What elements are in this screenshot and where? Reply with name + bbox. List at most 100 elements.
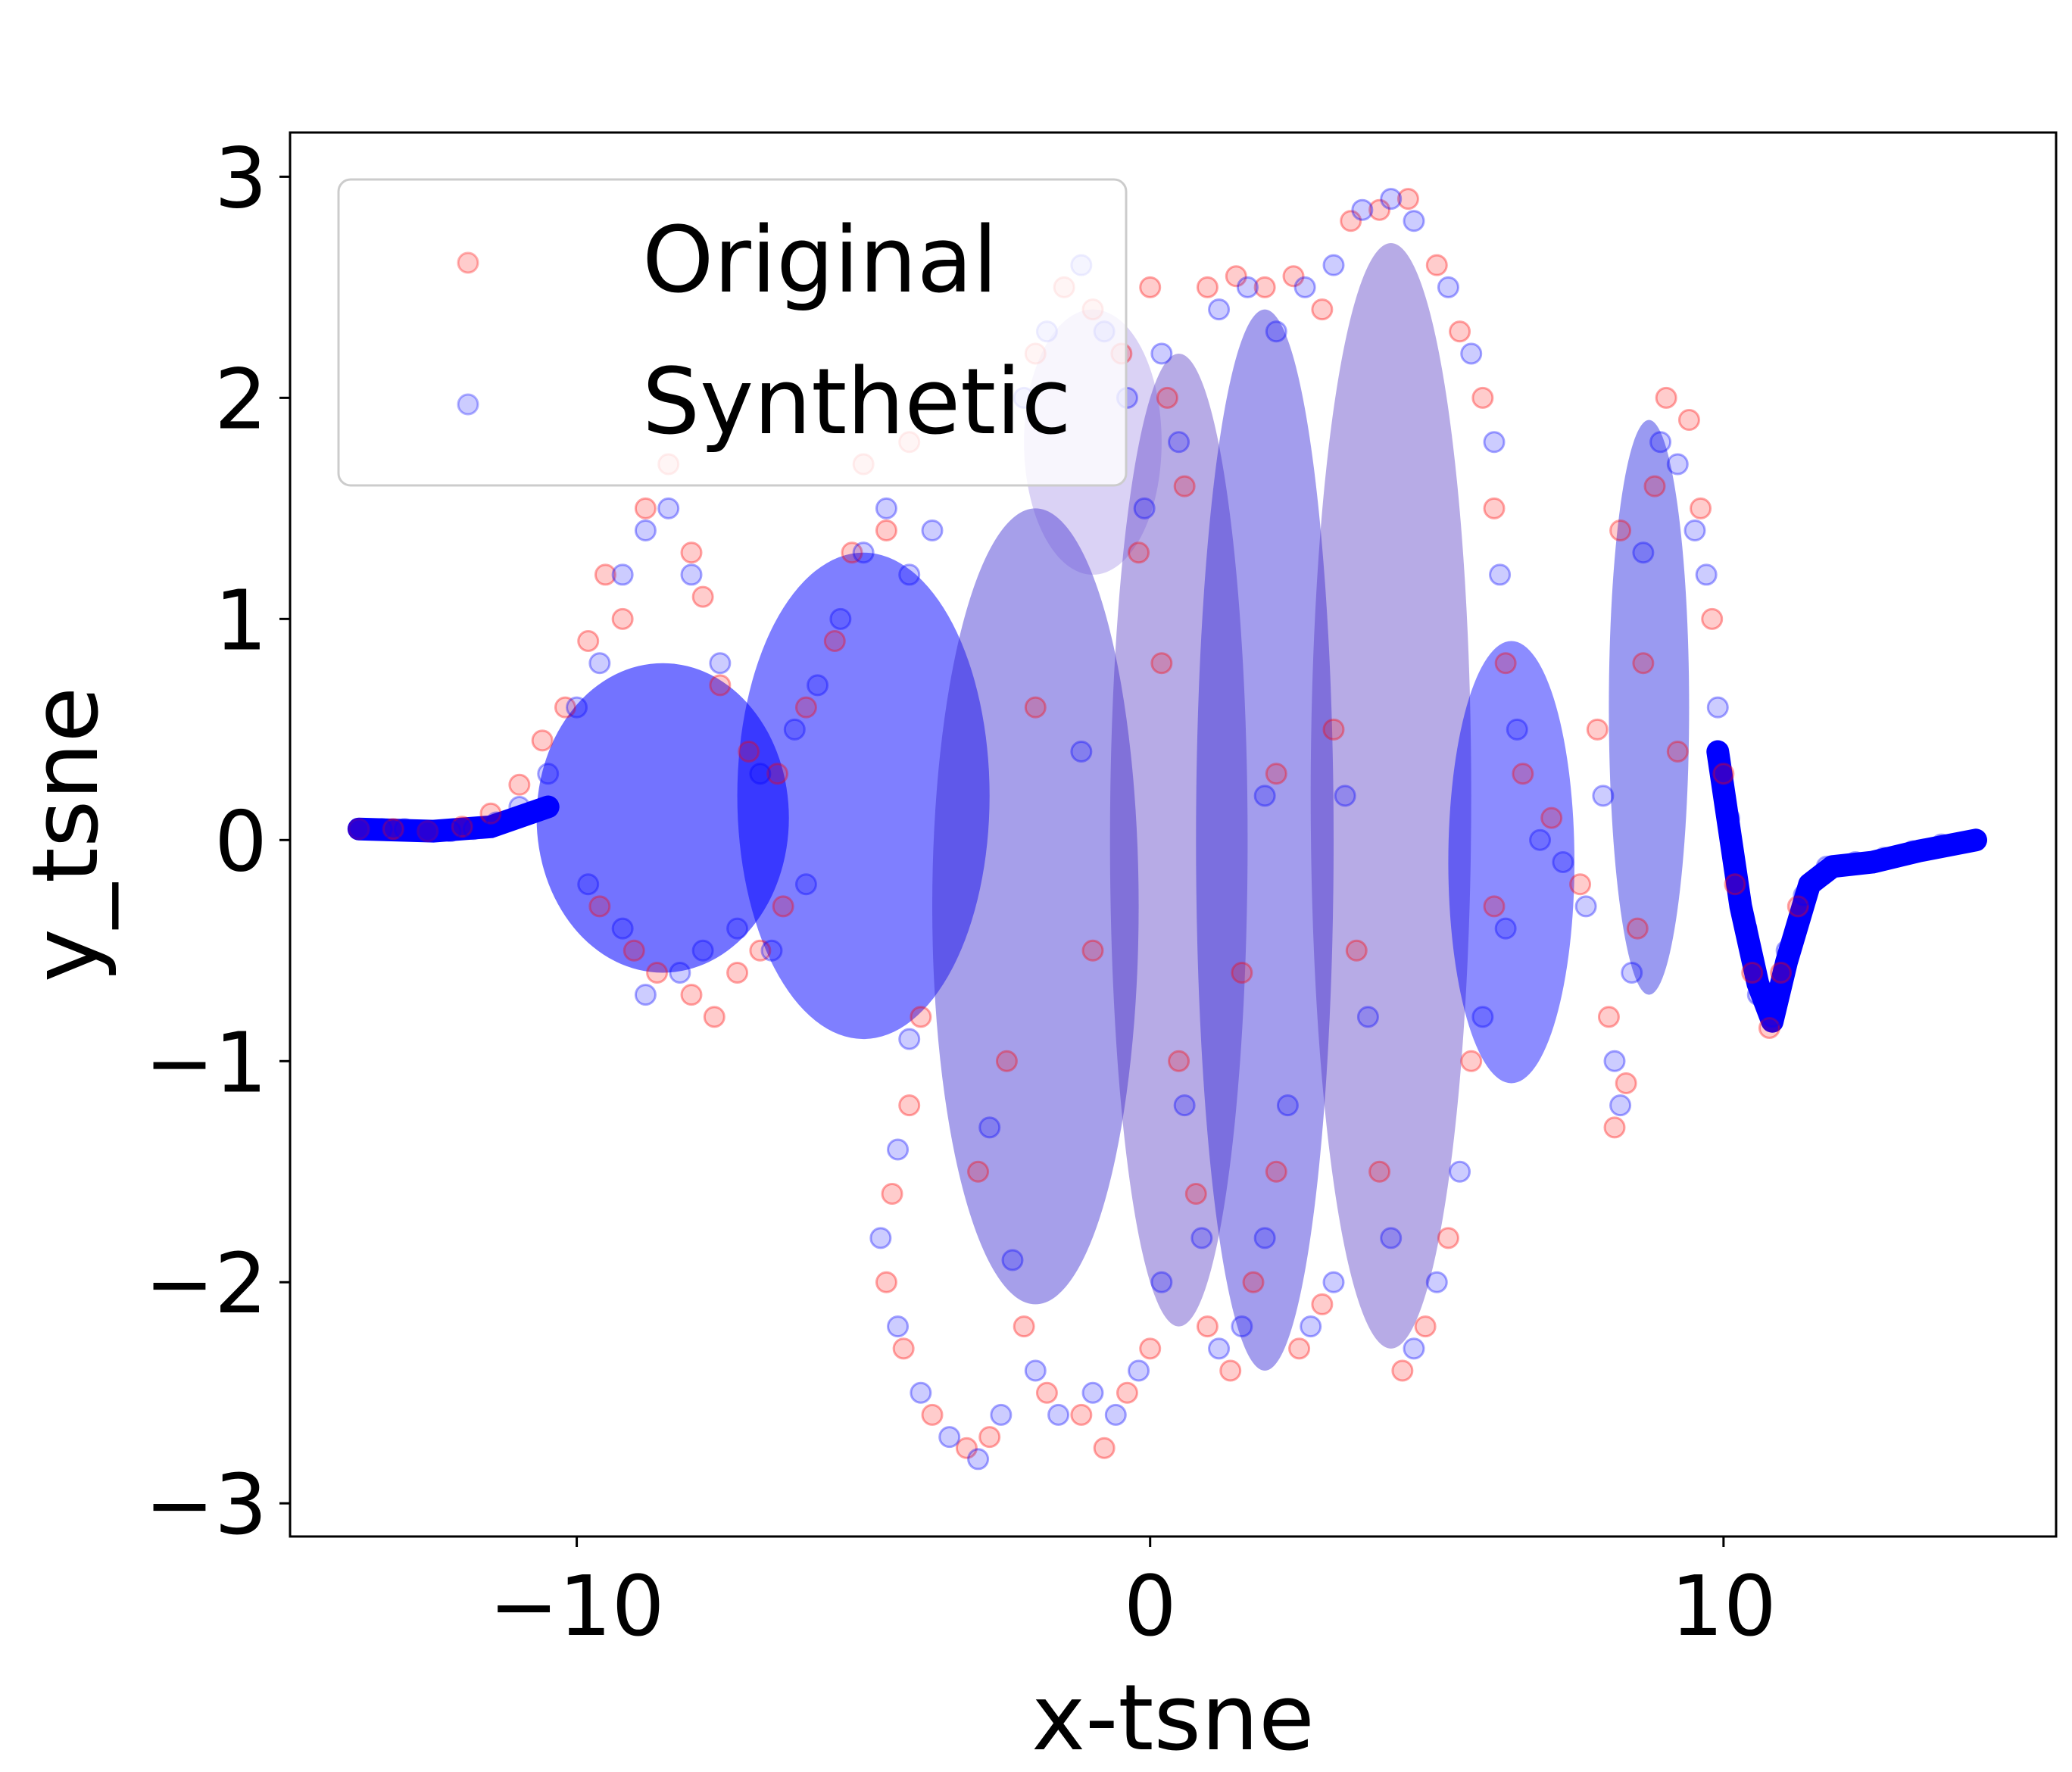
scatter-point xyxy=(738,741,760,763)
scatter-point xyxy=(1592,785,1615,807)
scatter-point xyxy=(892,1337,915,1360)
scatter-point xyxy=(1735,917,1758,940)
scatter-point xyxy=(1775,939,1798,962)
scatter-point xyxy=(1761,1006,1783,1028)
scatter-point xyxy=(749,763,772,785)
scatter-point xyxy=(1403,210,1425,232)
scatter-point xyxy=(1666,741,1689,763)
density-blob xyxy=(1609,420,1690,995)
scatter-point xyxy=(1356,1006,1379,1028)
scatter-point xyxy=(1196,1315,1219,1338)
scatter-point xyxy=(1718,806,1740,829)
scatter-point xyxy=(1460,342,1483,365)
scatter-point xyxy=(1334,785,1356,807)
scatter-point xyxy=(955,1437,978,1459)
density-blob xyxy=(1448,641,1574,1084)
scatter-point xyxy=(1643,475,1666,498)
scatter-point xyxy=(1156,386,1178,409)
density-blob xyxy=(737,552,990,1040)
scatter-point xyxy=(807,674,829,697)
legend: Original Synthetic xyxy=(337,178,1128,487)
x-axis-label: x-tsne xyxy=(1031,1666,1315,1771)
scatter-point xyxy=(887,1138,910,1161)
scatter-point xyxy=(1603,1116,1626,1139)
series-synthetic xyxy=(348,188,1987,1471)
scatter-point xyxy=(875,497,897,519)
scatter-point xyxy=(823,630,846,653)
scatter-point xyxy=(1586,718,1609,741)
scatter-point xyxy=(703,1006,726,1028)
scatter-point xyxy=(588,895,611,918)
scatter-point xyxy=(1746,984,1769,1006)
y-axis-label: y_tsne xyxy=(14,687,119,982)
scatter-point xyxy=(709,674,732,697)
scatter-point xyxy=(898,563,921,586)
scatter-point xyxy=(1253,785,1276,807)
scatter-point xyxy=(1265,320,1287,343)
scatter-point xyxy=(680,563,703,586)
scatter-point xyxy=(382,818,404,841)
scatter-point xyxy=(1150,342,1173,365)
scatter-point xyxy=(1139,276,1162,298)
scatter-point xyxy=(760,939,783,962)
legend-label-original: Original xyxy=(642,208,998,314)
scatter-point xyxy=(566,696,588,719)
scatter-point xyxy=(1437,1227,1459,1249)
scatter-point xyxy=(910,1381,932,1404)
scatter-point xyxy=(1609,519,1632,542)
scatter-point xyxy=(1403,1337,1425,1360)
scatter-point xyxy=(1139,1337,1162,1360)
scatter-point xyxy=(1081,939,1104,962)
scatter-point xyxy=(1184,1182,1207,1205)
legend-marker-synthetic xyxy=(457,393,479,416)
scatter-point xyxy=(1786,895,1809,918)
scatter-point xyxy=(995,1050,1018,1072)
scatter-point xyxy=(841,541,863,564)
scatter-point xyxy=(1231,1315,1253,1338)
scatter-point xyxy=(938,1426,961,1449)
scatter-point xyxy=(1173,475,1196,498)
scatter-point xyxy=(1902,840,1924,863)
scatter-point xyxy=(709,652,732,675)
scatter-point xyxy=(910,1006,932,1028)
scatter-point xyxy=(1815,855,1838,878)
scatter-point xyxy=(1494,652,1517,675)
scatter-point xyxy=(680,984,703,1006)
scatter-point xyxy=(978,1116,1001,1139)
scatter-point xyxy=(1460,1050,1483,1072)
scatter-point xyxy=(1425,1271,1448,1293)
scatter-point xyxy=(1225,265,1247,288)
scatter-point xyxy=(881,1182,903,1205)
scatter-point xyxy=(1569,873,1592,896)
scatter-point xyxy=(1414,1315,1437,1338)
scatter-point xyxy=(680,541,703,564)
scatter-point xyxy=(348,818,370,841)
scatter-point xyxy=(1621,961,1643,984)
scatter-point xyxy=(577,873,600,896)
scatter-point xyxy=(691,939,714,962)
scatter-point xyxy=(1190,1227,1213,1249)
scatter-point xyxy=(1396,188,1419,211)
scatter-point xyxy=(451,816,473,838)
scatter-point xyxy=(554,696,576,719)
scatter-point xyxy=(1081,1381,1104,1404)
scatter-point xyxy=(1322,254,1345,276)
scatter-point xyxy=(869,1227,892,1249)
scatter-point xyxy=(1311,1293,1334,1315)
scatter-point xyxy=(537,763,560,785)
scatter-point xyxy=(967,1448,990,1471)
scatter-point xyxy=(1695,563,1718,586)
scatter-point xyxy=(1489,563,1512,586)
scatter-point xyxy=(1380,188,1403,211)
scatter-point xyxy=(1236,276,1259,298)
density-blob xyxy=(1109,353,1248,1327)
legend-marker-original xyxy=(457,251,479,274)
scatter-point xyxy=(1471,386,1494,409)
scatter-point xyxy=(1380,1227,1403,1249)
scatter-point xyxy=(1483,895,1506,918)
scatter-point xyxy=(1208,1337,1231,1360)
scatter-point xyxy=(1793,884,1815,906)
scatter-point xyxy=(1701,607,1724,630)
scatter-point xyxy=(1300,1315,1322,1338)
scatter-point xyxy=(1666,453,1689,476)
